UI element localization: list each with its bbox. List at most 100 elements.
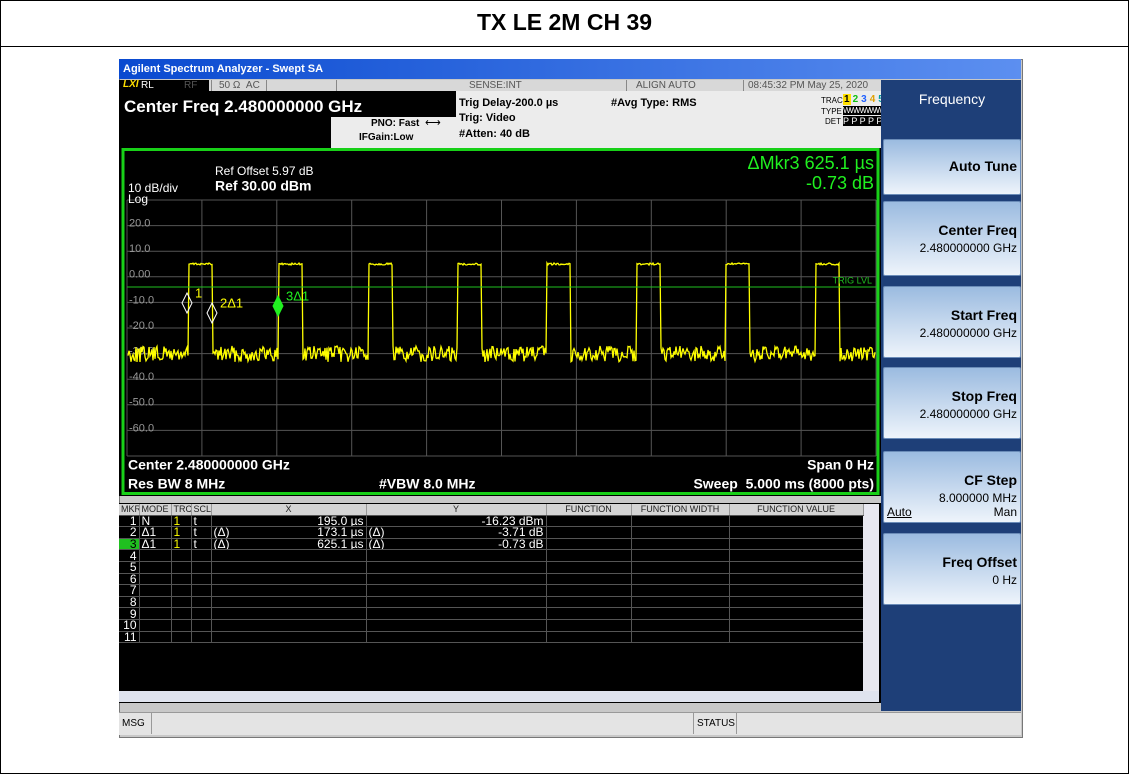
title-divider [1, 46, 1128, 47]
cell-trc [171, 631, 192, 644]
cell-empty [631, 631, 730, 644]
cell-y-ref [366, 596, 397, 609]
cell-mkr: 5 [119, 561, 140, 574]
cell-mkr: 11 [119, 631, 140, 644]
separator [626, 80, 627, 91]
marker-diamond [206, 301, 218, 325]
cell-mode [139, 561, 172, 574]
column-header: MKR [119, 504, 140, 516]
cell-empty [546, 573, 632, 586]
cell-empty [631, 538, 730, 551]
cell-x: 625.1 µs [241, 538, 367, 551]
cell-trc: 1 [171, 538, 192, 551]
marker-row: 2 Δ1 1 t (Δ) 173.1 µs (Δ) -3.71 dB [119, 526, 864, 539]
v-scrollbar[interactable] [863, 504, 879, 691]
cell-x-ref [211, 619, 241, 632]
cell-empty [631, 596, 730, 609]
cell-y-ref: (Δ) [366, 538, 397, 551]
separator [336, 80, 337, 91]
cell-empty [631, 549, 730, 562]
column-header: FUNCTION WIDTH [631, 504, 730, 516]
h-scrollbar[interactable] [119, 691, 879, 702]
cell-trc [171, 607, 192, 620]
separator [736, 713, 737, 734]
lxi-icon: LXI [123, 79, 139, 90]
cell-y-ref [366, 631, 397, 644]
ref-offset: Ref Offset 5.97 dB [215, 164, 314, 178]
status-dark [119, 80, 209, 91]
separator [151, 713, 152, 734]
softkey[interactable]: CF Step 8.000000 MHz Auto Man [883, 451, 1021, 523]
softkey-label: Freq Offset [942, 554, 1017, 570]
softkey-option[interactable]: Man [993, 505, 1017, 519]
cell-mode [139, 573, 172, 586]
cell-x [241, 573, 367, 586]
cell-empty [546, 619, 632, 632]
softkey-value: 2.480000000 GHz [919, 326, 1017, 340]
softkey-label: Center Freq [938, 222, 1017, 238]
cell-y-ref [366, 549, 397, 562]
softkey[interactable]: Center Freq 2.480000000 GHz [883, 201, 1021, 276]
cell-y [396, 549, 547, 562]
ifgain: IFGain:Low [359, 132, 414, 143]
y-axis-label: -20.0 [129, 320, 154, 332]
cell-scl [191, 584, 212, 597]
cell-scl [191, 573, 212, 586]
softkey[interactable]: Freq Offset 0 Hz [883, 533, 1021, 605]
cell-x [241, 607, 367, 620]
cell-empty [546, 515, 632, 528]
cell-mode: Δ1 [139, 538, 172, 551]
softkey-option[interactable]: Auto [887, 505, 912, 519]
cell-mkr: 8 [119, 596, 140, 609]
type-label: TYPE [821, 107, 842, 116]
cell-empty [546, 526, 632, 539]
softkey-value: 0 Hz [992, 573, 1017, 587]
softkey[interactable]: Start Freq 2.480000000 GHz [883, 286, 1021, 358]
softkey-value: 2.480000000 GHz [919, 407, 1017, 421]
cell-empty [631, 573, 730, 586]
cell-trc [171, 573, 192, 586]
cell-x-ref [211, 631, 241, 644]
cell-x-ref: (Δ) [211, 538, 241, 551]
cell-scl: t [191, 515, 212, 528]
trig: Trig: Video [459, 112, 516, 124]
marker-diamond [272, 294, 284, 318]
message-bar [119, 712, 1021, 735]
cell-mode [139, 631, 172, 644]
graph-border [121, 148, 880, 495]
softkey[interactable]: Stop Freq 2.480000000 GHz [883, 367, 1021, 439]
cell-empty [546, 631, 632, 644]
softkey-value: 2.480000000 GHz [919, 241, 1017, 255]
cell-mkr: 2 [119, 526, 140, 539]
softkey-options: Auto Man [884, 505, 1017, 519]
marker-label: 2Δ1 [220, 295, 243, 310]
cell-empty [631, 584, 730, 597]
trace-number: 1 [843, 94, 851, 105]
cell-x [241, 619, 367, 632]
cell-empty [546, 607, 632, 620]
title-bar [119, 59, 1021, 79]
pno-arrow: ⟷ [425, 117, 441, 129]
cell-empty [546, 584, 632, 597]
y-axis-label: 0.00 [129, 269, 150, 281]
marker-row: 4 [119, 549, 864, 562]
marker-value: -0.73 dB [806, 173, 874, 193]
cell-x-ref [211, 607, 241, 620]
cell-x-ref [211, 515, 241, 528]
status-item: ALIGN AUTO [636, 80, 696, 91]
softkey-label: Auto Tune [948, 158, 1017, 174]
cell-empty [631, 515, 730, 528]
cell-scl [191, 549, 212, 562]
trig-label: TRIG LVL [833, 275, 872, 285]
softkey-label: Start Freq [950, 307, 1017, 323]
cell-empty [729, 584, 864, 597]
cell-y-ref [366, 584, 397, 597]
marker-row: 7 [119, 584, 864, 597]
y-axis-label: 10.0 [129, 243, 150, 255]
span: Span 0 Hz [807, 457, 874, 473]
softkey[interactable]: Auto Tune [883, 139, 1021, 195]
cell-x [241, 596, 367, 609]
trace-number: 4 [869, 94, 876, 105]
cell-mkr: 9 [119, 607, 140, 620]
